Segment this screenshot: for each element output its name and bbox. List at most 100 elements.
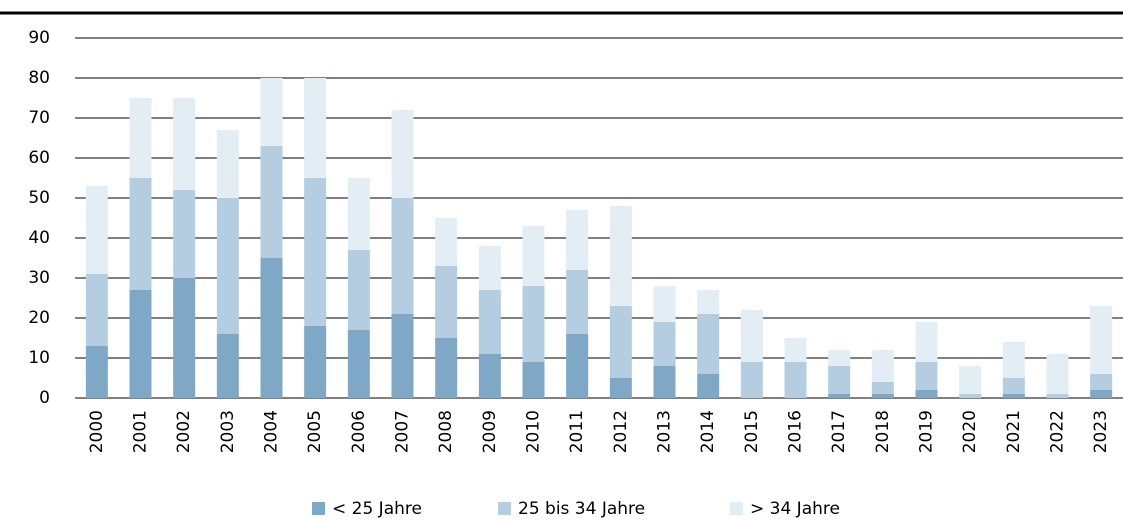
bar-segment: [478, 290, 501, 354]
bar-segment: [697, 290, 720, 314]
x-tick-label: 2000: [87, 410, 107, 453]
x-tick-label: 2012: [611, 410, 631, 453]
x-tick-label: 2023: [1091, 410, 1111, 453]
legend-swatch: [312, 502, 325, 515]
bar-segment: [1046, 394, 1069, 398]
bar-segment: [85, 186, 108, 274]
bar-segment: [129, 98, 152, 178]
x-tick-label: 2002: [174, 410, 194, 453]
bar-segment: [347, 178, 370, 250]
x-tick-label: 2009: [480, 410, 500, 453]
bar-segment: [173, 278, 196, 398]
bar-segment: [216, 130, 239, 198]
bar-segment: [304, 326, 327, 398]
bar-segment: [391, 198, 414, 314]
y-tick-label: 90: [28, 28, 50, 48]
legend-label: < 25 Jahre: [332, 499, 422, 519]
bar-segment: [959, 394, 982, 398]
bar-segment: [828, 366, 851, 394]
bar-segment: [347, 330, 370, 398]
bar-segment: [784, 338, 807, 362]
x-tick-label: 2022: [1048, 410, 1068, 453]
bar-segment: [391, 110, 414, 198]
bar-segment: [129, 178, 152, 290]
bar-segment: [260, 258, 283, 398]
bar-segment: [1046, 354, 1069, 394]
bar-segment: [522, 226, 545, 286]
x-tick-label: 2013: [655, 410, 675, 453]
legend-swatch: [498, 502, 511, 515]
x-tick-label: 2010: [524, 410, 544, 453]
bar-segment: [1090, 390, 1113, 398]
x-tick-label: 2018: [873, 410, 893, 453]
y-tick-label: 20: [28, 308, 50, 328]
x-tick-label: 2004: [262, 410, 282, 453]
y-tick-label: 0: [39, 388, 50, 408]
bar-segment: [478, 246, 501, 290]
bar-segment: [522, 286, 545, 362]
bar-segment: [915, 322, 938, 362]
bar-segment: [260, 78, 283, 146]
bar-segment: [85, 274, 108, 346]
bar-segment: [435, 266, 458, 338]
bar-segment: [391, 314, 414, 398]
legend-label: > 34 Jahre: [750, 499, 840, 519]
bar-segment: [216, 334, 239, 398]
bar-segment: [1090, 374, 1113, 390]
bar-segment: [566, 270, 589, 334]
bar-segment: [609, 206, 632, 306]
x-tick-label: 2011: [567, 410, 587, 453]
bar-segment: [697, 374, 720, 398]
bar-segment: [697, 314, 720, 374]
bar-segment: [871, 394, 894, 398]
y-tick-label: 80: [28, 68, 50, 88]
x-tick-label: 2003: [218, 410, 238, 453]
bar-segment: [959, 366, 982, 394]
x-tick-label: 2020: [960, 410, 980, 453]
bar-segment: [871, 350, 894, 382]
bar-segment: [915, 390, 938, 398]
y-tick-label: 10: [28, 348, 50, 368]
bar-segment: [522, 362, 545, 398]
bar-segment: [1002, 394, 1025, 398]
bar-segment: [1090, 306, 1113, 374]
y-tick-label: 30: [28, 268, 50, 288]
bar-segment: [435, 338, 458, 398]
x-tick-label: 2017: [829, 410, 849, 453]
y-tick-label: 50: [28, 188, 50, 208]
bar-segment: [784, 362, 807, 398]
x-tick-label: 2008: [436, 410, 456, 453]
legend-label: 25 bis 34 Jahre: [518, 499, 645, 519]
bar-segment: [216, 198, 239, 334]
bar-segment: [435, 218, 458, 266]
bar-segment: [1002, 342, 1025, 378]
bar-segment: [478, 354, 501, 398]
bar-segment: [173, 98, 196, 190]
bar-segment: [828, 350, 851, 366]
x-tick-label: 2016: [786, 410, 806, 453]
bar-segment: [653, 322, 676, 366]
bar-segment: [1002, 378, 1025, 394]
x-tick-label: 2015: [742, 410, 762, 453]
bar-segment: [347, 250, 370, 330]
bar-segment: [740, 362, 763, 398]
bar-segment: [85, 346, 108, 398]
x-tick-label: 2019: [917, 410, 937, 453]
bar-segment: [260, 146, 283, 258]
x-tick-label: 2006: [349, 410, 369, 453]
bar-segment: [566, 334, 589, 398]
y-tick-label: 70: [28, 108, 50, 128]
y-tick-label: 60: [28, 148, 50, 168]
bar-segment: [915, 362, 938, 390]
bar-segment: [609, 306, 632, 378]
bar-segment: [653, 286, 676, 322]
bar-segment: [740, 310, 763, 362]
x-tick-label: 2021: [1004, 410, 1024, 453]
bar-segment: [828, 394, 851, 398]
bar-segment: [129, 290, 152, 398]
x-tick-label: 2014: [698, 410, 718, 453]
legend-swatch: [730, 502, 743, 515]
bar-segment: [653, 366, 676, 398]
bar-segment: [609, 378, 632, 398]
